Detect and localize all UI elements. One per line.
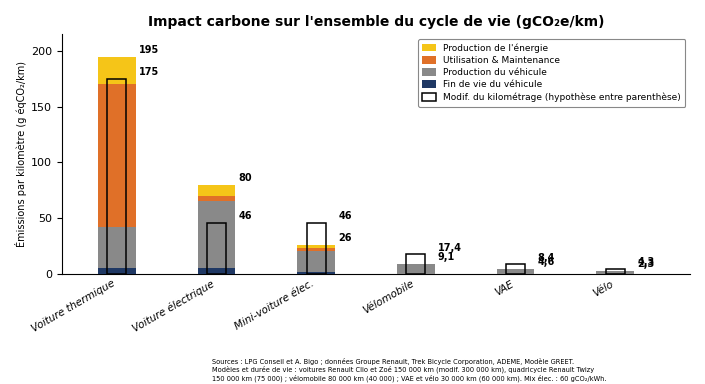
- Bar: [197, 201, 235, 268]
- Text: 46: 46: [238, 211, 252, 221]
- Bar: [98, 268, 136, 274]
- Bar: [298, 245, 335, 248]
- Bar: [298, 252, 335, 271]
- Bar: [606, 269, 625, 274]
- Text: 4,3: 4,3: [637, 257, 654, 267]
- Bar: [298, 271, 335, 274]
- Text: 2,3: 2,3: [637, 260, 654, 270]
- Text: 80: 80: [238, 173, 252, 183]
- Bar: [98, 56, 136, 84]
- Text: Sources : LPG Conseil et A. Bigo ; données Groupe Renault, Trek Bicycle Corporat: Sources : LPG Conseil et A. Bigo ; donné…: [212, 358, 606, 382]
- Text: 46: 46: [338, 211, 352, 221]
- Text: 175: 175: [139, 67, 159, 77]
- Title: Impact carbone sur l'ensemble du cycle de vie (gCO₂e/km): Impact carbone sur l'ensemble du cycle d…: [148, 15, 604, 29]
- Bar: [406, 254, 425, 274]
- Y-axis label: Émissions par kilomètre (g éqCO₂/km): Émissions par kilomètre (g éqCO₂/km): [15, 61, 27, 247]
- Text: 17,4: 17,4: [438, 243, 462, 253]
- Text: 26: 26: [338, 233, 352, 243]
- Bar: [397, 263, 435, 274]
- Bar: [197, 196, 235, 201]
- Text: 4,6: 4,6: [537, 257, 555, 267]
- Bar: [197, 268, 235, 274]
- Bar: [98, 84, 136, 227]
- Bar: [506, 264, 525, 274]
- Text: 9,1: 9,1: [438, 252, 455, 262]
- Bar: [207, 222, 226, 274]
- Text: 195: 195: [139, 45, 159, 55]
- Legend: Production de l'énergie, Utilisation & Maintenance, Production du véhicule, Fin : Production de l'énergie, Utilisation & M…: [418, 39, 685, 106]
- Bar: [596, 271, 634, 274]
- Bar: [197, 185, 235, 196]
- Bar: [496, 269, 534, 274]
- Bar: [98, 227, 136, 268]
- Bar: [107, 79, 126, 274]
- Text: 8,4: 8,4: [537, 253, 555, 263]
- Bar: [307, 222, 326, 274]
- Bar: [298, 248, 335, 252]
